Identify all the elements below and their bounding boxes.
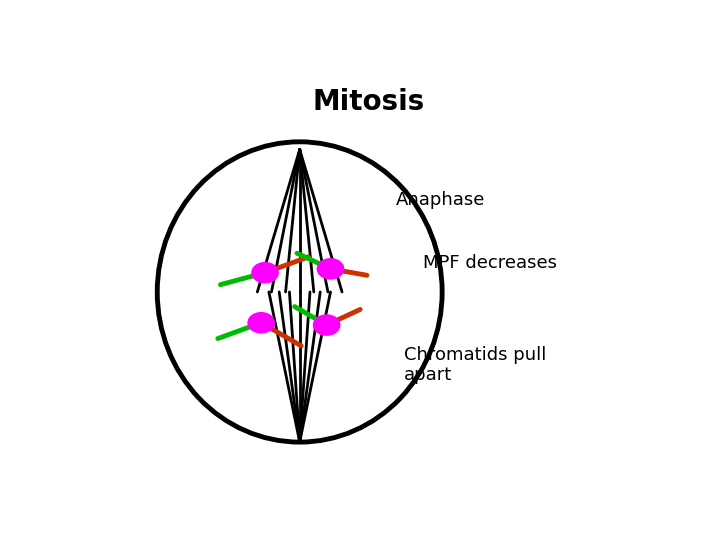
Ellipse shape — [317, 258, 344, 280]
Text: MPF decreases: MPF decreases — [423, 254, 557, 273]
Text: Chromatids pull
apart: Chromatids pull apart — [404, 346, 546, 384]
Text: Anaphase: Anaphase — [396, 191, 485, 208]
Ellipse shape — [251, 262, 279, 284]
Ellipse shape — [157, 142, 442, 442]
Ellipse shape — [312, 314, 341, 336]
Ellipse shape — [248, 312, 275, 334]
Text: Mitosis: Mitosis — [313, 88, 425, 116]
